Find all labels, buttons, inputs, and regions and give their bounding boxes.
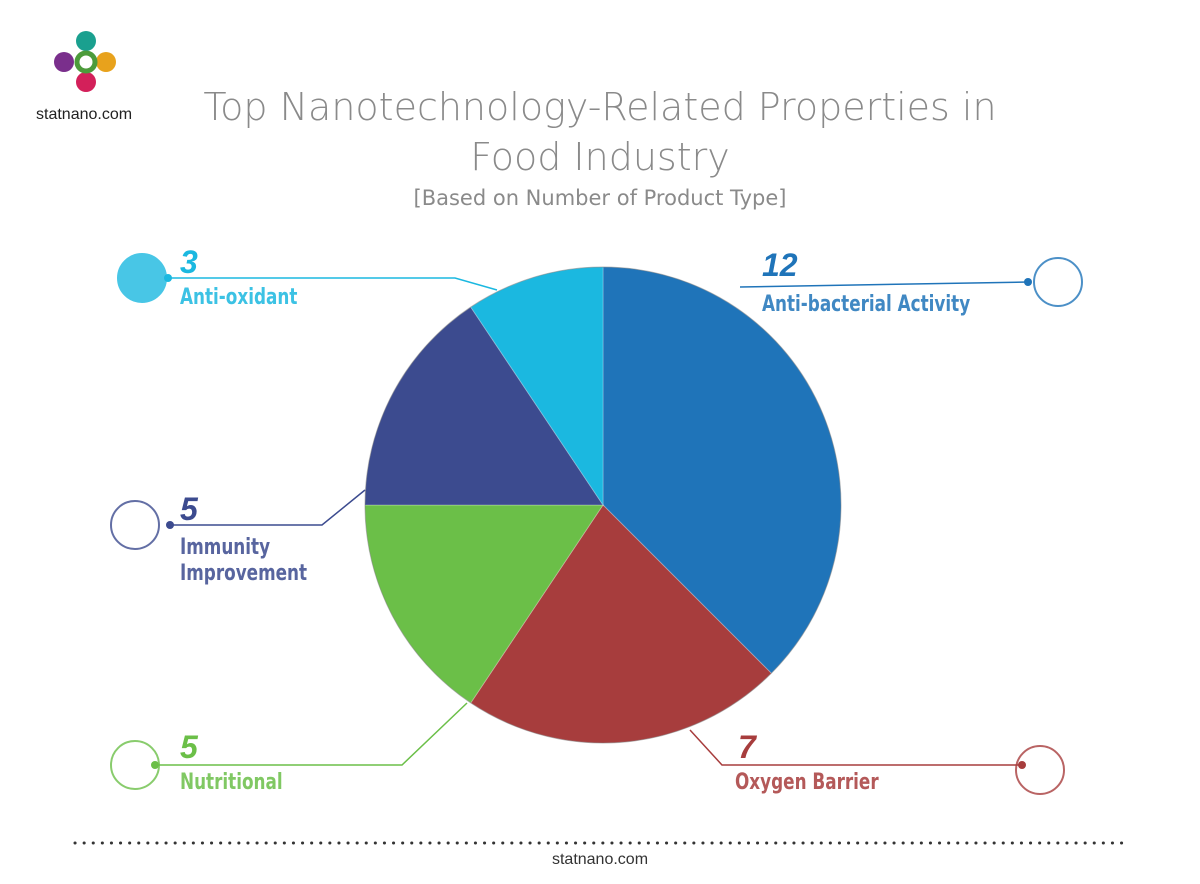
pie-slice (470, 266, 604, 507)
chart-title: Top Nanotechnology-Related Properties in… (203, 85, 997, 179)
pie-slice (602, 266, 842, 674)
leader-line (168, 277, 498, 291)
value-label: 5 (180, 491, 198, 527)
chart-subtitle: [Based on Number of Product Type] (413, 186, 787, 210)
category-label: Oxygen Barrier (735, 770, 879, 795)
icon (1015, 745, 1065, 795)
icon (117, 253, 167, 303)
pie-slice (364, 504, 604, 704)
leader-dot (1018, 761, 1026, 769)
category-label: Anti-bacterial Activity (762, 292, 971, 317)
value-label: 12 (762, 247, 798, 283)
icon (110, 740, 160, 790)
value-label: 3 (180, 244, 198, 280)
category-label: Anti-oxidant (180, 285, 298, 310)
logo-text: statnano.com (36, 106, 133, 123)
category-label: Immunity Improvement (180, 535, 308, 586)
leader-dot (151, 761, 159, 769)
leader-dot (166, 521, 174, 529)
leader-dot (1024, 278, 1032, 286)
pie-outline (364, 266, 842, 744)
value-label: 5 (180, 729, 198, 765)
leader-line (689, 729, 1022, 766)
pie-slice (364, 306, 604, 506)
logo (54, 31, 116, 92)
leader-line (739, 281, 1029, 288)
leader-line (170, 489, 366, 526)
footer: statnano.com (551, 851, 649, 868)
pie-slice (470, 504, 772, 744)
value-label: 7 (738, 729, 756, 765)
category-label: Nutritional (180, 770, 283, 795)
leader-line (155, 702, 468, 766)
icon (1033, 257, 1083, 307)
icon (110, 500, 160, 550)
